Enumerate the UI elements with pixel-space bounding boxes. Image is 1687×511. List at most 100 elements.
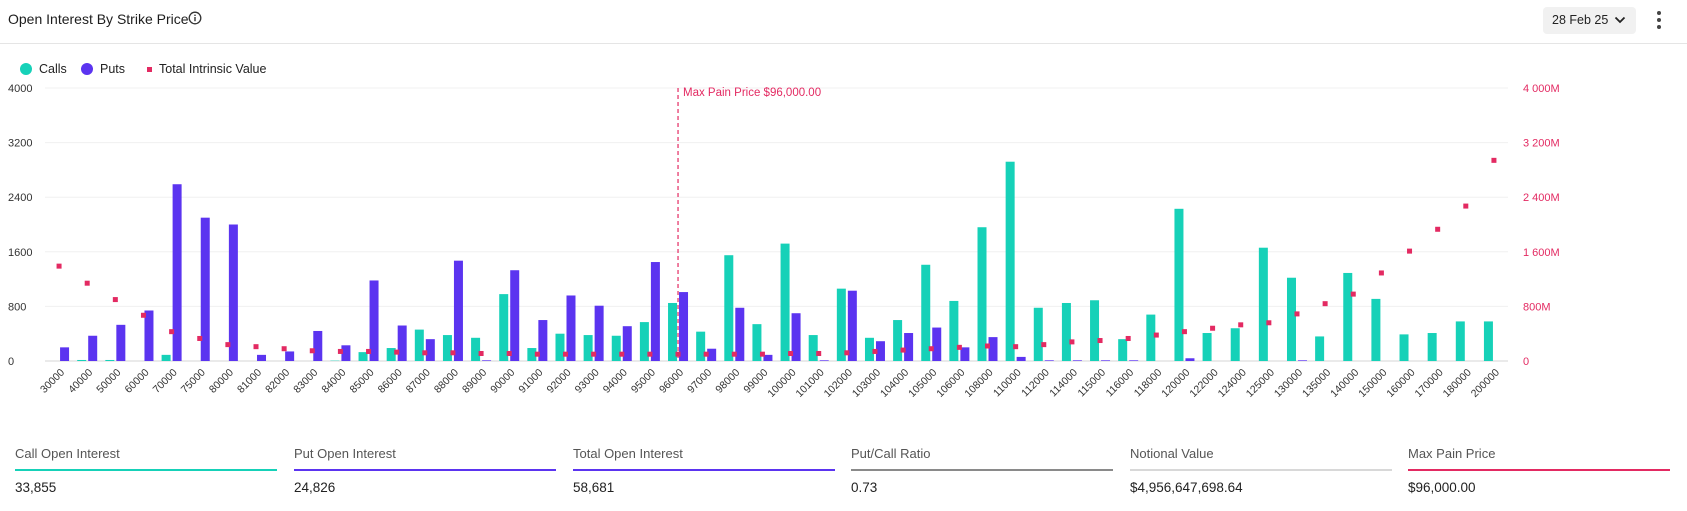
x-tick-label: 150000 [1356,367,1389,400]
x-tick-label: 108000 [962,367,995,400]
puts-bar [172,184,182,361]
puts-bar [819,360,829,361]
y-right-tick-label: 3 200M [1523,138,1560,150]
y-left-tick-label: 2400 [8,192,32,204]
x-tick-label: 50000 [94,367,123,396]
expiry-date-select[interactable]: 28 Feb 25 [1543,7,1636,34]
more-options-icon[interactable] [1656,10,1662,30]
puts-bar [116,324,126,361]
intrinsic-value-point [140,312,146,318]
intrinsic-value-point [562,351,568,357]
stat-notional-value: Notional Value $4,956,647,698.64 [1130,446,1392,506]
x-tick-label: 96000 [657,367,686,396]
puts-bar [735,307,745,361]
y-left-tick-label: 800 [8,301,26,313]
x-tick-label: 200000 [1469,367,1502,400]
x-tick-label: 98000 [713,367,742,396]
calls-bar [1146,314,1156,361]
puts-bar [594,305,604,361]
intrinsic-value-point [84,280,90,286]
intrinsic-legend-icon [147,67,152,72]
intrinsic-value-point [788,350,794,356]
intrinsic-value-point [281,346,287,352]
calls-bar [1033,307,1043,361]
stat-underline [573,469,835,471]
calls-bar [1455,321,1465,361]
puts-bar [1297,360,1307,361]
puts-bar [341,345,351,361]
stat-underline [294,469,556,471]
intrinsic-value-point [309,348,315,354]
calls-bar [499,294,509,361]
intrinsic-value-point [450,350,456,356]
intrinsic-value-point [1125,335,1131,341]
x-tick-label: 85000 [348,367,377,396]
puts-bar [369,280,379,361]
puts-bar [228,224,238,361]
x-tick-label: 115000 [1075,367,1108,400]
intrinsic-value-point [478,350,484,356]
stat-underline [15,469,277,471]
x-tick-label: 91000 [516,367,545,396]
calls-bar [1315,336,1325,361]
chart-title: Open Interest By Strike Price [8,11,189,27]
x-tick-label: 97000 [685,367,714,396]
calls-bar [358,352,368,361]
intrinsic-value-point [1153,332,1159,338]
y-right-tick-label: 2 400M [1523,192,1560,204]
calls-legend-icon [20,63,32,75]
x-tick-label: 100000 [765,367,798,400]
intrinsic-value-point [1294,311,1300,317]
calls-bar [471,337,481,361]
intrinsic-value-point [1210,325,1216,331]
calls-bar [105,359,115,361]
calls-bar [780,243,790,361]
calls-bar [527,348,537,361]
x-tick-label: 30000 [38,367,67,396]
x-tick-label: 135000 [1300,367,1333,400]
y-right-tick-label: 800M [1523,301,1551,313]
puts-bar [1129,360,1139,361]
calls-bar [668,302,678,361]
puts-bar [313,330,323,361]
x-tick-label: 116000 [1104,367,1137,400]
puts-bar [847,290,857,361]
puts-bar [144,310,154,361]
intrinsic-value-point [253,344,259,350]
x-tick-label: 110000 [991,367,1024,400]
puts-bar [960,347,970,361]
stat-put-call-ratio: Put/Call Ratio 0.73 [851,446,1113,506]
calls-bar [1202,333,1212,361]
x-tick-label: 102000 [822,367,855,400]
y-left-tick-label: 1600 [8,247,32,259]
stat-label: Put/Call Ratio [851,446,931,461]
intrinsic-value-point [956,344,962,350]
intrinsic-value-point [731,351,737,357]
stat-label: Max Pain Price [1408,446,1496,461]
max-pain-label: Max Pain Price $96,000.00 [683,87,821,99]
calls-bar [161,354,171,361]
puts-bar [510,270,520,361]
x-tick-label: 88000 [432,367,461,396]
stat-value: $4,956,647,698.64 [1130,480,1243,495]
puts-bar [988,337,998,361]
puts-bar [707,348,717,361]
calls-bar [977,227,987,361]
puts-bar [1044,360,1054,361]
puts-bar [257,354,267,361]
calls-bar [893,320,903,361]
calls-bar [1399,334,1409,361]
puts-bar [1101,360,1111,361]
info-icon[interactable] [188,11,202,25]
stat-underline [1408,469,1670,471]
calls-bar [386,348,396,361]
legend-label-puts: Puts [100,62,126,76]
stat-label: Total Open Interest [573,446,683,461]
x-tick-label: 170000 [1413,367,1446,400]
intrinsic-value-point [1407,248,1413,254]
puts-bar [679,292,689,361]
x-tick-label: 93000 [573,367,602,396]
stat-label: Call Open Interest [15,446,120,461]
stat-value: 0.73 [851,480,878,495]
intrinsic-value-point [844,350,850,356]
